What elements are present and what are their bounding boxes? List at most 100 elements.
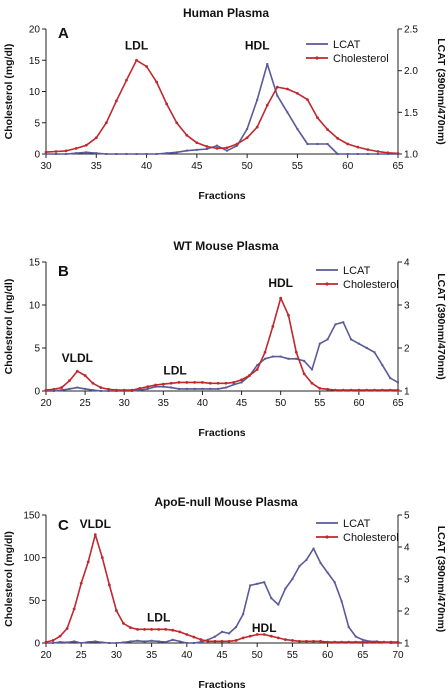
data-point-lcat [235,626,238,628]
data-point-cholesterol [279,296,283,300]
data-point-lcat [80,642,83,644]
data-point-cholesterol [99,386,103,389]
data-point-cholesterol [185,633,189,636]
data-point-cholesterol [375,640,379,644]
y-tick-label-right: 2.0 [404,66,418,77]
data-point-cholesterol [201,381,204,384]
data-point-cholesterol [227,639,231,643]
data-point-lcat [185,149,188,152]
data-point-lcat [340,600,343,603]
y-tick-label-right: 3 [404,575,410,586]
data-point-cholesterol [349,388,353,392]
data-point-cholesterol [247,374,251,377]
data-point-lcat [193,387,196,390]
data-point-cholesterol [357,388,361,392]
data-point-lcat [52,642,55,644]
data-point-cholesterol [356,145,360,149]
data-point-lcat [326,143,329,145]
data-point-cholesterol [291,639,294,642]
data-point-cholesterol [361,640,365,644]
data-point-lcat [356,153,359,155]
data-point-lcat [115,153,118,155]
chart-panel-a: Human Plasma A 30 35 40 45 50 55 60 65 0 5 10 15 20 1.0… [3,6,447,202]
data-point-cholesterol [51,639,55,642]
data-point-lcat [165,152,168,155]
data-point-cholesterol [185,133,189,137]
data-point-cholesterol [164,627,168,631]
data-point-cholesterol [130,388,134,392]
data-point-cholesterol [283,638,287,641]
data-point-cholesterol [122,388,126,392]
data-point-lcat [350,338,353,341]
data-point-cholesterol [94,136,98,140]
data-point-lcat [138,389,141,392]
data-point-lcat [206,638,209,641]
panel-letter: C [58,517,69,534]
data-point-cholesterol [373,388,376,392]
data-point-cholesterol [382,640,386,644]
data-point-cholesterol [177,381,181,384]
data-point-lcat [101,641,104,644]
data-point-cholesterol [298,639,301,643]
data-point-cholesterol [100,556,104,560]
data-point-lcat [154,385,157,388]
data-point-cholesterol [138,387,142,390]
data-point-lcat [91,389,94,392]
data-point-cholesterol [161,382,165,386]
legend-label-lcat: LCAT [343,518,371,530]
series-line-lcat [46,63,398,155]
data-point-lcat [73,640,76,643]
data-point-cholesterol [44,388,48,392]
x-tick-label: 30 [119,398,131,409]
y-axis-label-right: LCAT (390nm/470nm) [435,526,447,633]
data-point-lcat [376,153,379,155]
y-tick-label-right: 4 [404,258,410,269]
data-point-cholesterol [255,633,259,636]
y-tick-label-right: 2 [404,344,410,355]
data-point-lcat [336,153,339,155]
x-tick-label: 40 [197,398,209,409]
data-point-cholesterol [366,148,370,152]
data-point-cholesterol [54,150,58,153]
data-point-cholesterol [326,128,329,132]
data-point-lcat [346,153,349,155]
x-tick-label: 40 [141,161,153,172]
data-point-lcat [240,381,243,384]
series-line-cholesterol [45,59,399,155]
data-point-cholesterol [79,581,83,585]
data-point-lcat [310,368,313,371]
data-point-lcat [389,377,392,380]
chart-title: ApoE-null Mouse Plasma [154,495,298,509]
data-point-lcat [60,389,63,392]
data-point-cholesterol [220,639,224,643]
data-point-cholesterol [206,639,210,643]
y-tick-label-right: 1 [404,639,410,650]
data-point-lcat [84,387,87,390]
data-point-cholesterol [265,103,269,107]
annotation-hdl: HDL [252,621,277,635]
data-point-cholesterol [107,583,111,587]
data-point-lcat [295,357,298,360]
x-tick-label: 60 [322,650,334,661]
data-point-cholesterol [388,388,392,392]
data-point-lcat [326,571,329,574]
y-tick-label-left: 0 [34,150,40,161]
data-point-cholesterol [389,640,393,644]
data-point-cholesterol [396,640,400,644]
data-point-lcat [271,355,274,358]
data-point-lcat [146,387,149,390]
data-point-lcat [164,641,167,644]
data-point-lcat [95,152,98,155]
y-tick-label-left: 0 [34,387,40,398]
data-point-lcat [305,558,308,561]
data-point-lcat [199,641,202,644]
data-point-cholesterol [143,627,146,631]
data-point-lcat [108,642,111,644]
data-point-lcat [296,128,299,130]
data-point-cholesterol [192,635,196,639]
data-point-lcat [185,387,188,390]
data-point-lcat [287,357,290,360]
data-point-cholesterol [234,639,238,642]
data-point-lcat [354,635,357,638]
data-point-lcat [279,355,282,358]
